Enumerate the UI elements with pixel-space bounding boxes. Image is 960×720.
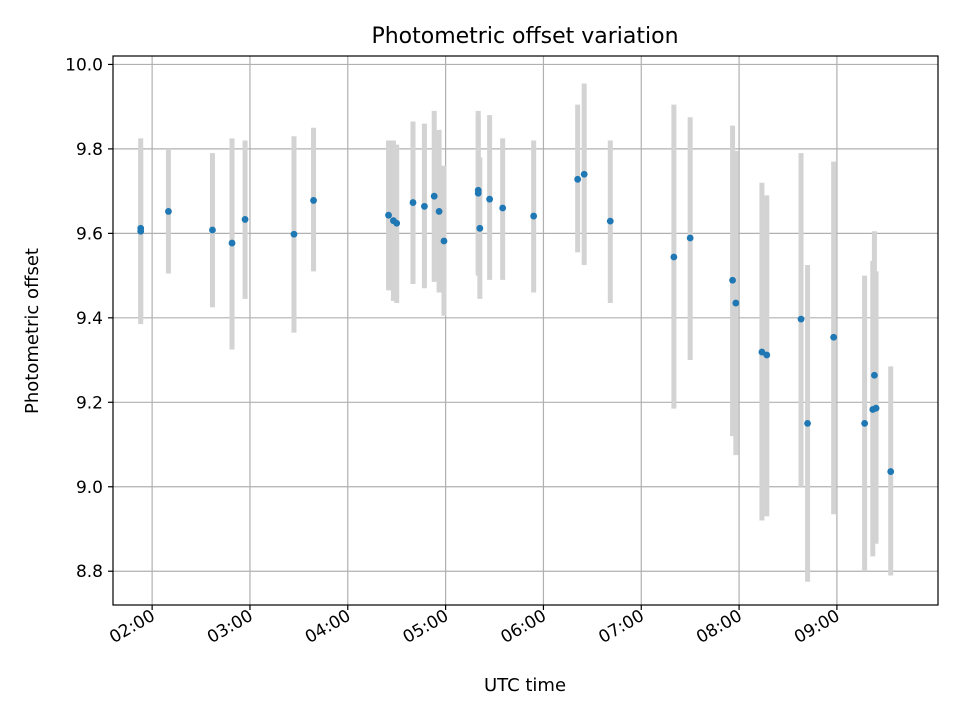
data-point [486,195,494,203]
data-point [830,333,838,341]
x-tick-label: 04:00 [302,606,354,648]
x-tick-label: 09:00 [791,606,843,648]
x-tick-label: 07:00 [595,606,647,648]
data-point [421,202,428,210]
data-point [686,234,694,242]
data-point [430,192,438,200]
x-tick-label: 06:00 [497,606,549,648]
data-point [871,371,878,379]
data-point [872,404,880,412]
plot-frame [112,55,939,606]
data-point [228,239,236,247]
data-point [165,208,172,215]
data-point [758,348,766,356]
data-point [440,237,448,245]
y-axis-label: Photometric offset [22,248,43,414]
data-point [409,199,417,206]
y-tick-label: 9.8 [76,140,103,160]
y-tick-label: 9.4 [76,309,103,329]
data-point [797,315,805,323]
data-point [606,217,614,225]
data-point [804,420,811,427]
x-tick-label: 05:00 [400,606,452,648]
data-point [887,468,895,475]
x-tick-label: 03:00 [204,606,256,648]
x-axis-label: UTC time [484,675,566,696]
data-point [241,216,249,223]
data-point [763,351,771,359]
y-tick-label: 9.0 [76,478,103,498]
errorbar-layer [138,83,894,582]
data-point [209,226,216,234]
y-tick-label: 10.0 [65,55,103,75]
data-point [385,211,392,219]
data-point [574,175,582,183]
data-point [499,204,507,212]
x-tick-label: 08:00 [693,606,745,648]
point-layer [137,170,895,475]
chart-title: Photometric offset variation [371,24,678,49]
data-point [476,224,484,232]
data-point [732,299,740,307]
x-tick-label: 02:00 [106,606,158,648]
y-tick-label: 8.8 [76,562,103,582]
data-point [393,219,401,227]
data-point [580,170,588,178]
grid-layer [113,56,938,605]
y-tick-label: 9.2 [76,393,103,413]
data-point [474,189,482,197]
data-point [290,230,298,238]
y-tick-label: 9.6 [76,224,103,244]
data-point [530,212,538,220]
tick-layer: 8.8 9.0 9.2 9.4 9.6 9.8 10.0 02:00 03:00 04:00 05:… [65,55,843,647]
data-point [861,420,869,427]
data-point [435,208,443,215]
data-point [729,276,736,284]
data-point [137,224,145,232]
data-point [670,253,678,261]
data-point [310,197,317,204]
